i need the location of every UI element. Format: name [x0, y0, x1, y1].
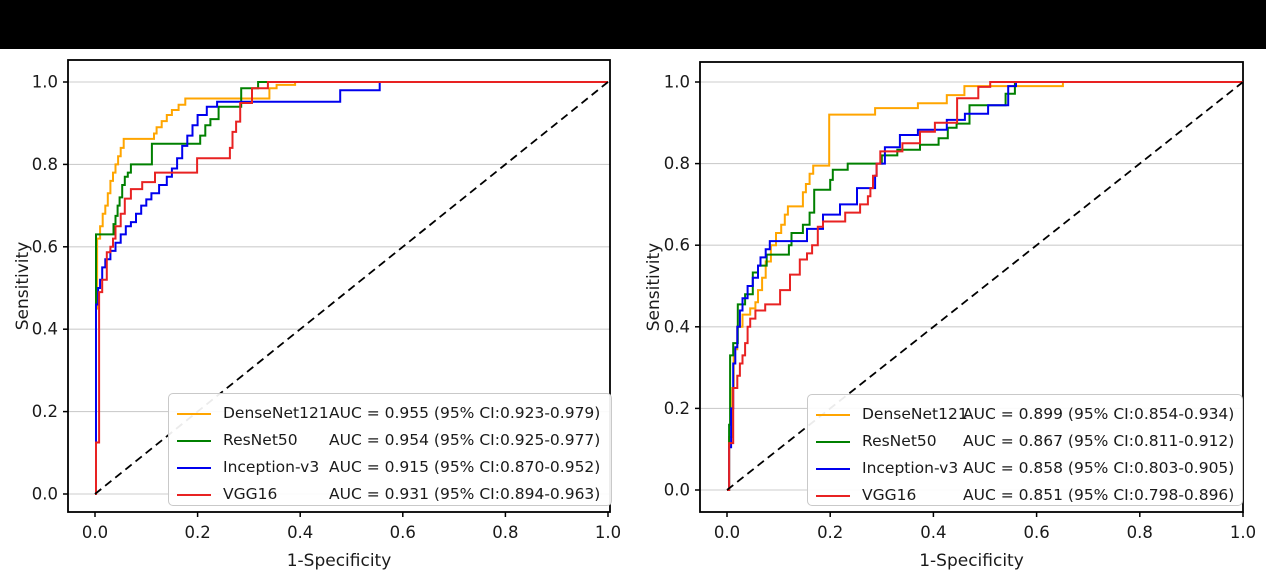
legend-right-chart: DenseNet121 AUC = 0.899 (95% CI:0.854-0.9…	[807, 394, 1243, 506]
axes-frame	[67, 59, 611, 513]
legend-series-name: DenseNet121	[223, 404, 329, 422]
x-axis-label: 1-Specificity	[919, 551, 1024, 571]
legend-series-name: DenseNet121	[862, 405, 968, 423]
legend-line-sample	[816, 494, 850, 497]
x-tick-label: 0.0	[82, 523, 108, 542]
x-tick-label: 0.8	[1127, 523, 1153, 542]
x-tick-label: 0.4	[287, 523, 313, 542]
top-black-bar	[0, 0, 1266, 49]
legend-item-densenet121: DenseNet121 AUC = 0.955 (95% CI:0.923-0.9…	[177, 400, 603, 427]
legend-line-sample	[816, 467, 850, 470]
x-tick-label: 0.0	[714, 523, 740, 542]
legend-item-vgg16: VGG16 AUC = 0.931 (95% CI:0.894-0.963)	[177, 481, 603, 508]
legend-item-vgg16: VGG16 AUC = 0.851 (95% CI:0.798-0.896)	[816, 482, 1234, 509]
legend-item-inception-v3: Inception-v3 AUC = 0.915 (95% CI:0.870-0.…	[177, 454, 603, 481]
roc-curve-inception-v3	[727, 81, 1243, 491]
roc-curve-vgg16	[95, 81, 608, 495]
legend-series-name: ResNet50	[223, 431, 298, 449]
y-tick-label: 0.0	[664, 481, 690, 500]
y-tick-label: 0.4	[664, 317, 690, 336]
x-tick-label: 0.6	[1023, 523, 1049, 542]
roc-curve-densenet121	[95, 81, 608, 495]
y-tick-label: 0.2	[664, 399, 690, 418]
axes-frame	[699, 61, 1244, 513]
legend-auc-text: AUC = 0.931 (95% CI:0.894-0.963)	[329, 485, 601, 503]
y-axis-label: Sensitivity	[644, 243, 664, 332]
legend-line-sample	[816, 440, 850, 443]
y-tick-label: 0.6	[32, 237, 58, 256]
y-tick-label: 1.0	[664, 73, 690, 92]
legend-auc-text: AUC = 0.955 (95% CI:0.923-0.979)	[329, 404, 601, 422]
x-tick-label: 0.2	[817, 523, 843, 542]
y-tick-label: 0.0	[32, 485, 58, 504]
legend-auc-text: AUC = 0.858 (95% CI:0.803-0.905)	[963, 459, 1235, 477]
x-tick-label: 0.4	[920, 523, 946, 542]
legend-line-sample	[177, 412, 211, 415]
x-axis-label: 1-Specificity	[287, 551, 392, 571]
legend-left-chart: DenseNet121 AUC = 0.955 (95% CI:0.923-0.9…	[168, 393, 612, 506]
legend-series-name: Inception-v3	[862, 459, 959, 477]
legend-auc-text: AUC = 0.954 (95% CI:0.925-0.977)	[329, 431, 601, 449]
legend-series-name: VGG16	[862, 486, 917, 504]
legend-auc-text: AUC = 0.899 (95% CI:0.854-0.934)	[963, 405, 1235, 423]
y-tick-label: 1.0	[32, 73, 58, 92]
roc-curve-inception-v3	[95, 81, 608, 495]
legend-series-name: Inception-v3	[223, 458, 320, 476]
y-tick-label: 0.6	[664, 236, 690, 255]
y-axis-label: Sensitivity	[13, 242, 33, 331]
legend-item-inception-v3: Inception-v3 AUC = 0.858 (95% CI:0.803-0.…	[816, 455, 1234, 482]
legend-item-resnet50: ResNet50 AUC = 0.954 (95% CI:0.925-0.977)	[177, 427, 603, 454]
legend-auc-text: AUC = 0.867 (95% CI:0.811-0.912)	[963, 432, 1235, 450]
x-tick-label: 0.6	[390, 523, 416, 542]
legend-line-sample	[177, 493, 211, 496]
x-tick-label: 1.0	[1230, 523, 1256, 542]
x-tick-label: 1.0	[595, 523, 621, 542]
legend-auc-text: AUC = 0.915 (95% CI:0.870-0.952)	[329, 458, 601, 476]
legend-item-densenet121: DenseNet121 AUC = 0.899 (95% CI:0.854-0.9…	[816, 401, 1234, 428]
x-tick-label: 0.2	[184, 523, 210, 542]
y-tick-label: 0.2	[32, 402, 58, 421]
legend-series-name: VGG16	[223, 485, 278, 503]
legend-item-resnet50: ResNet50 AUC = 0.867 (95% CI:0.811-0.912)	[816, 428, 1234, 455]
legend-series-name: ResNet50	[862, 432, 937, 450]
legend-auc-text: AUC = 0.851 (95% CI:0.798-0.896)	[963, 486, 1235, 504]
y-tick-label: 0.4	[32, 320, 58, 339]
y-tick-label: 0.8	[664, 154, 690, 173]
legend-line-sample	[177, 466, 211, 469]
roc-curve-resnet50	[727, 81, 1243, 491]
x-tick-label: 0.8	[492, 523, 518, 542]
roc-curve-resnet50	[95, 81, 608, 495]
roc-curve-vgg16	[727, 81, 1243, 491]
legend-line-sample	[177, 439, 211, 442]
legend-line-sample	[816, 413, 850, 416]
y-tick-label: 0.8	[32, 155, 58, 174]
